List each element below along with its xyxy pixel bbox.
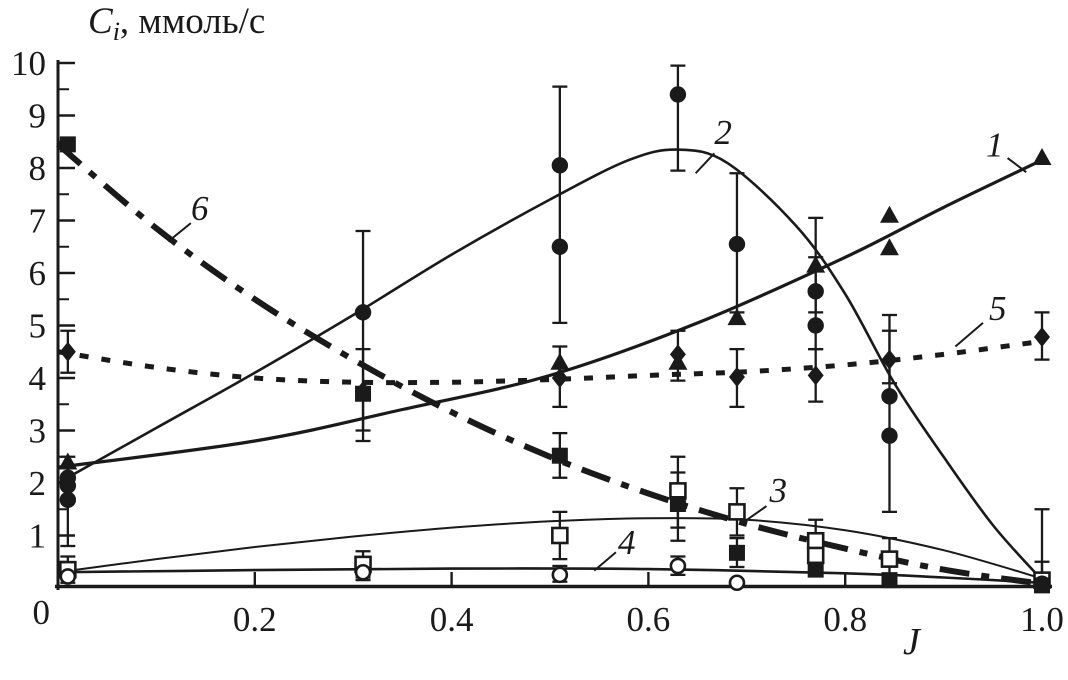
leader-line-2 (694, 152, 716, 174)
annotation-5: 5 (954, 289, 1007, 348)
marker-filled-diamond (807, 365, 824, 386)
x-tick-label: 0.6 (627, 600, 671, 639)
curve-label-1: 1 (986, 125, 1004, 164)
x-tick-label: 0.4 (430, 600, 474, 639)
curve-6 (56, 142, 1043, 587)
marker-filled-diamond (59, 341, 76, 362)
y-tick-label: 7 (29, 202, 47, 241)
curve-1 (57, 158, 1043, 469)
leader-line-6 (167, 222, 192, 243)
marker-filled-circle (354, 304, 372, 321)
curve-label-6: 6 (191, 189, 209, 228)
marker-filled-diamond (881, 349, 898, 370)
marker-filled-diamond (669, 344, 686, 365)
marker-filled-circle (881, 388, 898, 405)
marker-open-square (806, 531, 825, 550)
marker-open-circle (669, 557, 687, 575)
annotations-group: 1 2 3 4 5 6 (167, 113, 1027, 572)
marker-open-circle (551, 566, 569, 584)
marker-filled-square (728, 544, 745, 561)
y-tick-label: 2 (29, 464, 47, 503)
marker-filled-circle (59, 477, 77, 494)
y-tick-label: 4 (29, 359, 47, 398)
marker-filled-circle (59, 491, 77, 508)
marker-filled-circle (669, 86, 687, 103)
marker-filled-diamond (1034, 327, 1050, 348)
annotation-3: 3 (744, 471, 788, 523)
marker-filled-circle (728, 235, 746, 253)
marker-filled-square (881, 572, 898, 589)
axes-group: 1 2 3 4 5 6 7 8 9 10 0 0.2 0.4 0.6 0.8 1.0 (11, 44, 1064, 639)
marker-filled-triangle (727, 308, 747, 326)
marker-filled-triangle (879, 238, 899, 256)
series-1-markers (58, 148, 1052, 470)
leader-line-1 (1006, 157, 1027, 173)
error-bar-s2 (552, 85, 568, 325)
marker-open-square (880, 550, 899, 568)
y-tick-label: 1 (29, 517, 47, 556)
leader-line-5 (954, 322, 984, 348)
marker-filled-diamond (551, 368, 568, 388)
marker-filled-triangle (879, 205, 899, 223)
y-axis-units: , ммоль/с (119, 1, 266, 42)
curve-label-4: 4 (618, 523, 636, 562)
x-axis-title: J (903, 621, 920, 663)
marker-open-square (806, 546, 825, 565)
curve-5 (57, 338, 1043, 386)
marker-filled-triangle (806, 255, 826, 273)
marker-filled-square (355, 385, 372, 402)
annotation-2: 2 (694, 113, 732, 174)
curve-label-2: 2 (714, 113, 732, 152)
y-tick-label: 8 (29, 149, 47, 188)
curve-2 (57, 148, 1043, 581)
y-tick-label: 3 (29, 412, 47, 451)
marker-filled-square (59, 136, 76, 153)
error-bar-s2 (670, 64, 686, 172)
marker-filled-circle (807, 317, 824, 334)
origin-tick-label: 0 (33, 593, 51, 632)
series-6-markers (59, 136, 1050, 594)
x-tick-label: 0.2 (233, 600, 277, 639)
error-bars-group (60, 64, 1050, 587)
marker-open-circle (728, 574, 746, 592)
marker-open-circle (354, 563, 372, 581)
leader-line-3 (744, 505, 768, 523)
marker-filled-circle (807, 283, 824, 300)
x-tick-label: 0.8 (823, 600, 867, 639)
marker-filled-diamond (728, 366, 745, 387)
marker-open-circle (59, 568, 77, 585)
marker-filled-square (669, 496, 686, 512)
marker-filled-square (1034, 577, 1050, 594)
series-5-markers (59, 327, 1050, 402)
annotation-1: 1 (986, 125, 1027, 173)
leader-line-4 (593, 551, 617, 572)
annotation-6: 6 (167, 189, 209, 243)
y-axis-variable: C (88, 1, 113, 42)
marker-filled-triangle (58, 452, 78, 470)
markers-group (58, 86, 1052, 594)
marker-open-square (551, 526, 569, 545)
marker-filled-circle (551, 238, 569, 255)
annotation-4: 4 (593, 523, 636, 572)
marker-filled-square (551, 447, 568, 464)
series-2-markers (59, 86, 1051, 591)
marker-filled-square (807, 561, 824, 578)
marker-filled-triangle (550, 352, 570, 370)
y-tick-label: 5 (29, 307, 47, 346)
series-4-markers (59, 557, 1051, 593)
marker-filled-circle (881, 427, 898, 444)
marker-open-square (728, 503, 746, 521)
curve-label-3: 3 (769, 471, 788, 510)
curve-label-5: 5 (989, 289, 1007, 328)
marker-filled-triangle (1032, 148, 1052, 165)
y-axis-subscript: i (112, 17, 120, 46)
marker-filled-circle (551, 157, 569, 174)
x-tick-label: 1.0 (1020, 600, 1064, 639)
y-tick-label: 9 (29, 97, 47, 136)
y-tick-label: 6 (29, 254, 47, 293)
y-axis-title: Ci, ммоль/с (88, 0, 265, 47)
y-tick-label: 10 (11, 44, 46, 83)
